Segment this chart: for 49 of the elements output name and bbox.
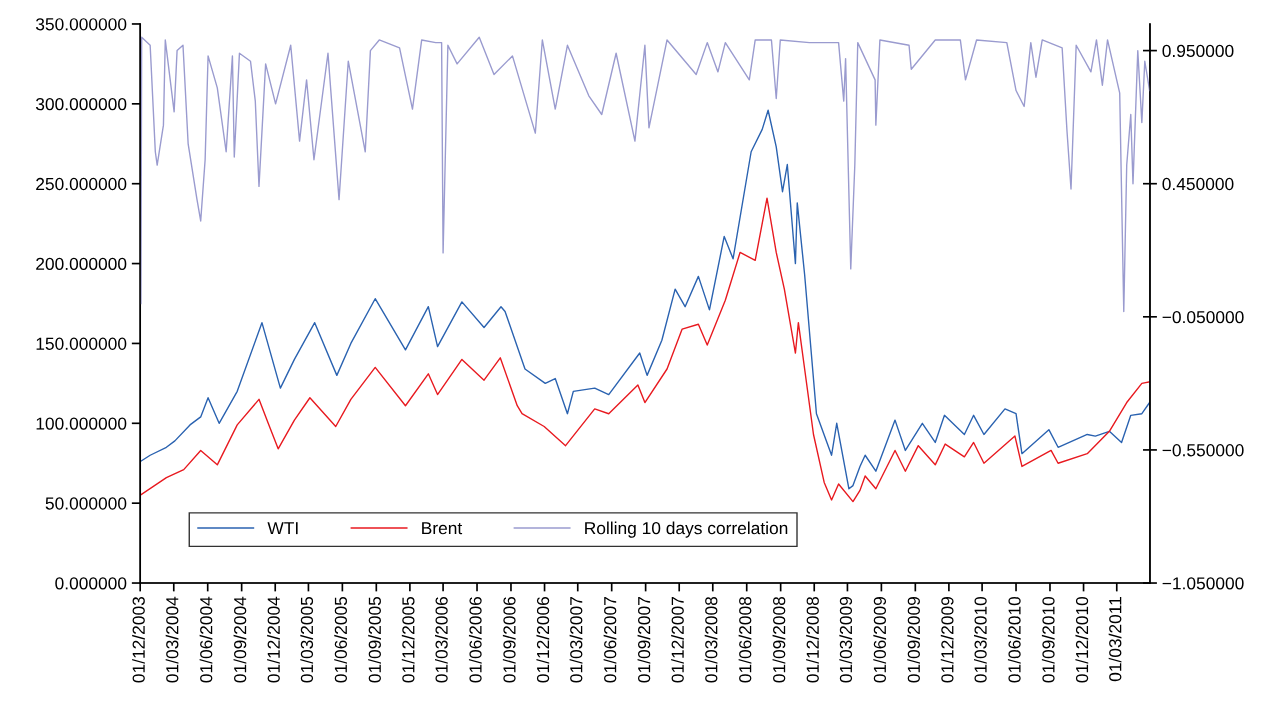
x-tick-label: 01/03/2006 [434, 596, 448, 683]
y2-tick-label: −1.050000 [1162, 577, 1244, 590]
y-tick-label: 200.000000 [36, 257, 127, 271]
y-tick-label: 100.000000 [36, 417, 127, 430]
x-tick-label: 01/03/2005 [300, 596, 314, 683]
y-tick-label: 350.000000 [35, 18, 127, 31]
x-tick-label: 01/09/2006 [502, 596, 516, 683]
x-tick-label: 01/12/2004 [267, 596, 280, 683]
x-tick-label: 01/12/2010 [1075, 596, 1089, 683]
x-tick-label: 01/06/2009 [873, 597, 887, 683]
legend-label: Rolling 10 days correlation [585, 521, 788, 538]
x-tick-label: 01/09/2009 [907, 597, 920, 683]
x-tick-label: 01/06/2007 [603, 597, 617, 683]
line-series [140, 109, 1150, 490]
y2-tick-label: 0.950000 [1162, 44, 1234, 58]
y2-tick-label: −0.550000 [1162, 444, 1244, 457]
x-tick-label: 01/09/2007 [637, 597, 651, 683]
x-tick-label: 01/09/2008 [772, 596, 786, 683]
line-series [140, 36, 1150, 313]
y2-tick-label: 0.450000 [1162, 177, 1234, 191]
y-tick-label: 250.000000 [36, 177, 127, 191]
x-tick-label: 01/03/2004 [165, 596, 179, 683]
y-tick-label: 300.000000 [35, 98, 127, 111]
x-tick-label: 01/03/2009 [839, 597, 853, 683]
x-tick-label: 01/12/2005 [401, 596, 415, 683]
x-tick-label: 01/12/2006 [536, 596, 550, 683]
x-tick-label: 01/12/2008 [806, 596, 819, 683]
x-tick-label: 01/06/2004 [199, 596, 213, 683]
x-tick-label: 01/12/2003 [132, 596, 145, 683]
x-tick-label: 01/09/2010 [1041, 596, 1055, 683]
x-tick-label: 01/12/2009 [940, 597, 954, 683]
x-tick-label: 01/03/2008 [704, 596, 718, 683]
x-tick-label: 01/03/2010 [974, 596, 987, 683]
x-tick-label: 01/06/2006 [468, 596, 482, 683]
x-tick-label: 01/09/2005 [368, 596, 381, 683]
legend-label: WTI [267, 522, 298, 535]
x-tick-label: 01/09/2004 [233, 596, 247, 683]
x-tick-label: 01/06/2010 [1007, 596, 1021, 683]
legend-label: Brent [422, 522, 463, 535]
x-tick-label: 01/03/2007 [569, 597, 583, 683]
y2-tick-label: −0.050000 [1162, 310, 1244, 324]
y-tick-label: 150.000000 [36, 337, 127, 350]
x-tick-label: 01/03/2011 [1108, 597, 1122, 682]
y-tick-label: 0.000000 [55, 577, 127, 590]
x-tick-label: 01/06/2005 [334, 596, 348, 683]
y-tick-label: 50.000000 [45, 497, 127, 510]
x-tick-label: 01/06/2008 [738, 596, 752, 683]
x-tick-label: 01/12/2007 [671, 597, 684, 683]
line-series [140, 197, 1150, 503]
